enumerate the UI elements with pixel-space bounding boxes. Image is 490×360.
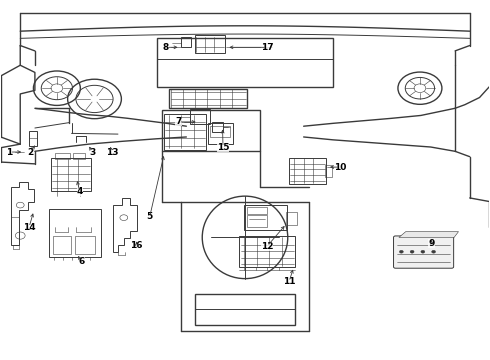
Bar: [164, 114, 206, 149]
FancyBboxPatch shape: [393, 236, 454, 268]
Circle shape: [399, 250, 403, 253]
Bar: [247, 215, 267, 227]
Circle shape: [432, 250, 436, 253]
Bar: [50, 158, 91, 192]
Bar: [247, 207, 267, 214]
Bar: [195, 294, 295, 325]
Text: 12: 12: [261, 242, 273, 251]
Bar: [190, 109, 210, 125]
Text: 4: 4: [76, 187, 83, 196]
Text: 8: 8: [163, 43, 169, 52]
Bar: [53, 236, 71, 253]
Bar: [29, 131, 37, 146]
Text: 16: 16: [130, 241, 143, 250]
Text: 17: 17: [261, 43, 273, 52]
Text: 2: 2: [27, 148, 33, 157]
Bar: [75, 236, 95, 253]
Bar: [49, 209, 101, 257]
Bar: [289, 158, 326, 184]
Bar: [244, 205, 287, 230]
Bar: [180, 37, 191, 47]
Text: 6: 6: [79, 257, 85, 266]
Text: 3: 3: [90, 148, 96, 157]
Text: 7: 7: [175, 117, 182, 126]
Bar: [157, 39, 333, 87]
Bar: [73, 153, 85, 159]
Text: 13: 13: [106, 148, 119, 157]
Bar: [208, 123, 233, 144]
Bar: [195, 36, 225, 53]
Text: 10: 10: [334, 163, 346, 172]
Bar: [212, 122, 222, 132]
Polygon shape: [399, 231, 459, 237]
Text: 1: 1: [6, 148, 13, 157]
Bar: [169, 89, 247, 108]
Bar: [325, 165, 332, 177]
Text: 11: 11: [283, 277, 295, 286]
Text: 15: 15: [217, 143, 229, 152]
Bar: [162, 110, 260, 151]
Bar: [210, 126, 230, 137]
Text: 9: 9: [428, 239, 435, 248]
Circle shape: [421, 250, 425, 253]
Circle shape: [410, 250, 414, 253]
Text: 14: 14: [23, 223, 35, 232]
Bar: [55, 153, 70, 159]
Bar: [239, 236, 295, 267]
Bar: [286, 212, 297, 225]
Text: 5: 5: [147, 212, 153, 221]
